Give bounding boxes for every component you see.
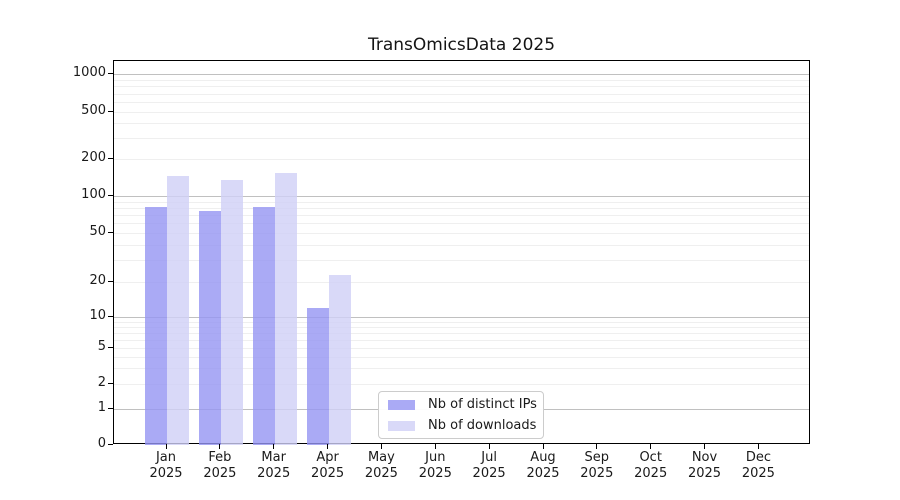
minor-gridline <box>114 159 809 160</box>
minor-gridline <box>114 86 809 88</box>
y-tick-mark <box>108 407 113 409</box>
minor-gridline <box>114 201 809 203</box>
chart-title: TransOmicsData 2025 <box>367 35 556 55</box>
major-gridline <box>114 74 809 75</box>
bar-jan-2025-series0 <box>145 206 167 445</box>
x-tick-label: Mar 2025 <box>257 450 291 481</box>
minor-gridline <box>114 207 809 209</box>
y-tick-mark <box>108 110 113 112</box>
minor-gridline <box>114 102 809 103</box>
minor-gridline <box>114 233 809 234</box>
y-tick-label: 2 <box>97 375 106 390</box>
bar-mar-2025-series0 <box>252 206 275 445</box>
minor-gridline <box>114 282 809 283</box>
minor-gridline <box>114 79 809 81</box>
y-tick-label: 500 <box>81 103 106 118</box>
x-tick-label: Feb 2025 <box>203 450 237 481</box>
minor-gridline <box>114 215 809 217</box>
legend-entry-downloads: Nb of downloads <box>388 416 537 435</box>
y-tick-label: 50 <box>89 224 106 239</box>
bar-feb-2025-series0 <box>198 211 221 445</box>
major-gridline <box>114 317 809 318</box>
x-tick-label: May 2025 <box>364 450 398 481</box>
minor-gridline <box>114 223 809 225</box>
minor-gridline <box>114 112 809 113</box>
bar-mar-2025-series1 <box>274 172 297 445</box>
x-tick-mark <box>380 444 382 449</box>
x-tick-label: Aug 2025 <box>526 450 560 481</box>
bar-jan-2025-series1 <box>167 175 189 445</box>
plot-area <box>113 60 810 445</box>
x-tick-label: Nov 2025 <box>687 450 722 481</box>
legend: Nb of distinct IPs Nb of downloads <box>378 391 544 439</box>
minor-gridline <box>114 384 809 385</box>
minor-gridline <box>114 356 809 358</box>
x-tick-mark <box>434 444 436 449</box>
y-tick-label: 20 <box>89 273 106 288</box>
y-tick-mark <box>108 72 113 74</box>
legend-label-downloads: Nb of downloads <box>428 418 537 433</box>
y-tick-label: 5 <box>97 339 106 354</box>
x-tick-label: Jun 2025 <box>418 450 452 481</box>
minor-gridline <box>114 339 809 341</box>
x-tick-mark <box>757 444 759 449</box>
x-tick-mark <box>488 444 490 449</box>
y-tick-mark <box>108 194 113 196</box>
y-tick-label: 0 <box>97 436 106 451</box>
x-tick-label: Apr 2025 <box>311 450 345 481</box>
minor-gridline <box>114 348 809 349</box>
x-tick-mark <box>596 444 598 449</box>
minor-gridline <box>114 321 809 323</box>
y-tick-label: 100 <box>81 187 106 202</box>
x-tick-mark <box>542 444 544 449</box>
bar-apr-2025-series1 <box>328 274 351 445</box>
legend-swatch-downloads <box>388 420 415 431</box>
y-tick-label: 1 <box>97 400 106 415</box>
minor-gridline <box>114 123 809 125</box>
minor-gridline <box>114 368 809 370</box>
y-tick-mark <box>108 280 113 282</box>
x-tick-mark <box>165 444 167 449</box>
y-tick-mark <box>108 231 113 233</box>
x-tick-mark <box>273 444 275 449</box>
y-tick-label: 1000 <box>72 65 106 80</box>
y-tick-label: 10 <box>89 308 106 323</box>
x-tick-mark <box>704 444 705 449</box>
minor-gridline <box>114 93 809 95</box>
x-tick-label: Jan 2025 <box>149 450 183 481</box>
legend-entry-distinct-ips: Nb of distinct IPs <box>388 395 537 414</box>
x-tick-label: Jul 2025 <box>472 450 506 481</box>
minor-gridline <box>114 332 809 334</box>
x-tick-mark <box>327 444 329 449</box>
x-tick-label: Sep 2025 <box>580 450 614 481</box>
y-tick-mark <box>108 315 113 317</box>
bar-feb-2025-series1 <box>220 179 243 445</box>
y-tick-mark <box>108 346 113 348</box>
y-tick-mark <box>108 157 113 159</box>
bar-apr-2025-series0 <box>306 307 329 445</box>
legend-label-distinct-ips: Nb of distinct IPs <box>428 397 537 412</box>
legend-swatch-distinct-ips <box>388 399 415 410</box>
y-tick-mark <box>108 443 113 445</box>
minor-gridline <box>114 326 809 328</box>
major-gridline <box>114 196 809 197</box>
x-tick-mark <box>650 444 652 449</box>
x-tick-label: Oct 2025 <box>634 450 668 481</box>
x-tick-label: Dec 2025 <box>741 450 775 481</box>
minor-gridline <box>114 244 809 246</box>
y-tick-mark <box>108 382 113 384</box>
x-tick-mark <box>219 444 221 449</box>
y-tick-label: 200 <box>81 150 106 165</box>
minor-gridline <box>114 138 809 140</box>
minor-gridline <box>114 260 809 262</box>
